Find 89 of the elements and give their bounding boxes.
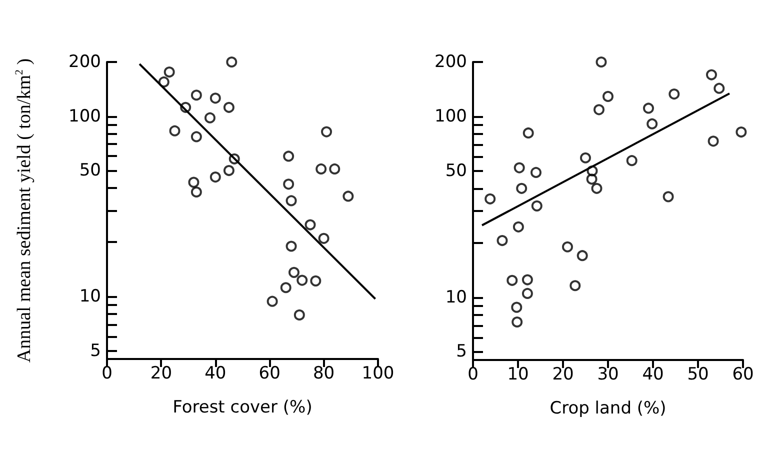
point — [180, 102, 192, 113]
point — [576, 250, 588, 262]
y-tick-label: 50 — [445, 160, 467, 181]
point — [190, 186, 202, 198]
point — [626, 155, 638, 166]
x-tick-label: 20 — [150, 364, 172, 384]
point — [296, 274, 308, 286]
point — [280, 282, 292, 294]
point — [594, 104, 604, 116]
point — [169, 125, 180, 136]
point — [286, 195, 297, 206]
point — [530, 166, 542, 178]
point — [228, 153, 240, 164]
point — [164, 66, 175, 78]
y-tick-label: 200 — [68, 52, 101, 72]
point — [586, 174, 598, 185]
point — [310, 275, 322, 286]
x-tick-label: 20 — [552, 364, 574, 384]
y-tick-label: 5 — [456, 342, 467, 362]
point — [283, 150, 294, 162]
y-tick-label: 50 — [79, 160, 101, 181]
point — [304, 219, 316, 230]
point — [646, 118, 658, 130]
point — [512, 221, 524, 232]
point — [596, 56, 607, 68]
y-tick-label: 5 — [90, 340, 101, 361]
x-tick-label: 100 — [362, 364, 394, 384]
point — [223, 102, 234, 113]
point — [286, 240, 297, 252]
x-tick-label: 0 — [102, 364, 112, 384]
point — [516, 182, 528, 194]
point — [522, 288, 533, 299]
point — [283, 178, 294, 190]
point — [223, 165, 234, 176]
x-tick-label: 40 — [204, 364, 226, 384]
point — [668, 88, 680, 100]
x-tick-label: 40 — [642, 364, 664, 384]
point — [736, 126, 747, 138]
point — [318, 232, 330, 244]
point — [512, 316, 523, 328]
point — [321, 126, 332, 138]
point — [586, 165, 598, 176]
point — [602, 90, 614, 102]
point — [511, 302, 522, 313]
point — [706, 69, 717, 80]
y-tick-label: 10 — [79, 286, 101, 306]
point — [210, 92, 221, 104]
point — [158, 76, 170, 88]
x-tick-label: 60 — [732, 364, 754, 384]
point — [531, 200, 542, 212]
point — [226, 56, 238, 68]
point — [190, 90, 202, 101]
point — [294, 309, 305, 320]
point — [288, 266, 300, 278]
x-tick-label: 50 — [687, 364, 709, 384]
y-tick-label: 100 — [434, 106, 467, 126]
x-tick-label: 30 — [597, 364, 619, 384]
point — [329, 163, 340, 174]
point — [514, 162, 525, 174]
point — [188, 176, 200, 188]
point — [570, 280, 581, 292]
point — [484, 193, 496, 204]
point — [562, 241, 573, 252]
point — [316, 163, 327, 174]
point — [506, 274, 518, 286]
point — [342, 190, 354, 202]
x-axis-title: Forest cover (%) — [172, 398, 312, 418]
x-tick-label: 10 — [507, 364, 529, 384]
point — [266, 296, 278, 307]
x-axis-title: Crop land (%) — [550, 398, 666, 418]
point — [522, 274, 533, 286]
point — [204, 112, 216, 124]
point — [662, 191, 674, 202]
point — [591, 182, 602, 194]
y-tick-label: 10 — [445, 287, 467, 308]
point — [708, 136, 719, 147]
point — [210, 172, 221, 183]
x-tick-label: 0 — [468, 364, 478, 384]
point — [190, 131, 202, 142]
point — [496, 235, 508, 246]
point — [580, 152, 591, 164]
x-tick-label: 60 — [258, 364, 280, 384]
x-tick-label: 80 — [312, 364, 335, 384]
y-tick-label: 200 — [434, 52, 467, 72]
point — [522, 127, 534, 138]
y-axis-title: Annual mean sediment yield ( ton/km2 ) — [14, 58, 35, 363]
point — [643, 102, 654, 114]
y-tick-label: 100 — [68, 106, 101, 126]
point — [714, 82, 725, 94]
